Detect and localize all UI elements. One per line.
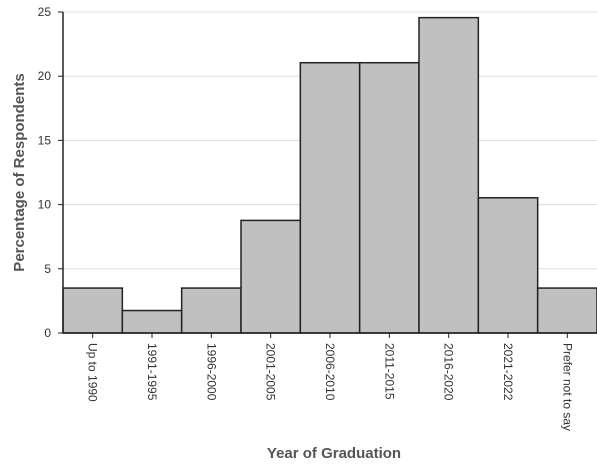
y-axis-title: Percentage of Respondents: [11, 73, 28, 271]
bar: [121, 309, 183, 334]
x-tick-label: 2021-2022: [501, 343, 515, 401]
bar: [62, 287, 124, 334]
x-tick-label: 2006-2010: [323, 343, 337, 401]
x-tick-label: Prefer not to say: [560, 343, 574, 431]
y-tick-label: 0: [44, 326, 51, 340]
y-tick-label: 5: [44, 262, 51, 276]
bar: [358, 61, 420, 334]
bar: [418, 16, 480, 334]
bar: [240, 219, 302, 334]
x-tick-label: 2011-2015: [382, 343, 396, 400]
bar: [180, 287, 242, 334]
x-tick-label: 1996-2000: [204, 343, 218, 401]
y-tick-label: 10: [38, 198, 52, 212]
bar: [299, 61, 361, 334]
y-tick-label: 25: [38, 5, 52, 19]
bar: [536, 287, 597, 334]
bar: [477, 197, 539, 334]
x-axis-title: Year of Graduation: [267, 445, 401, 462]
x-tick-label: Up to 1990: [86, 343, 100, 402]
x-tick-label: 1991-1995: [145, 343, 159, 401]
bars: [62, 16, 597, 334]
x-axis-ticks: Up to 1990 1991-1995 1996-2000 2001-2005 200…: [86, 333, 574, 431]
y-tick-label: 15: [38, 133, 52, 147]
y-tick-label: 20: [38, 69, 52, 83]
x-tick-label: 2016-2020: [442, 343, 456, 401]
y-axis-ticks: 0 5 10 15 20 25: [38, 5, 63, 340]
x-tick-label: 2001-2005: [264, 343, 278, 401]
